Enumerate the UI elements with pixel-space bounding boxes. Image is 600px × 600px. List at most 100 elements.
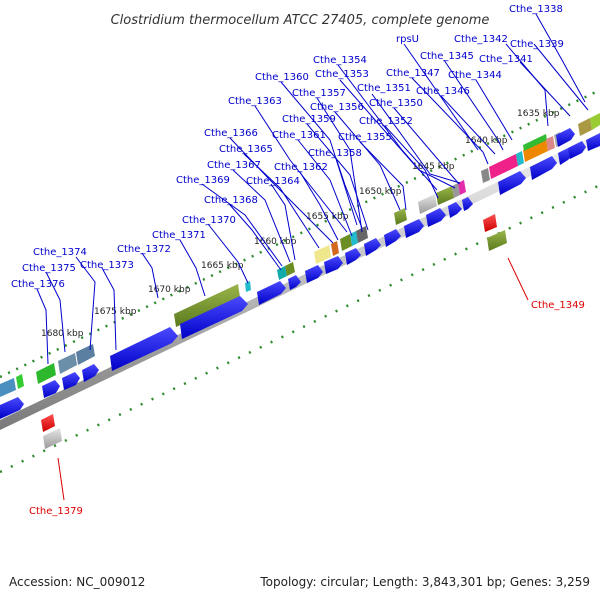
gene-label-cthe-1354[interactable]: Cthe_1354 <box>313 55 367 66</box>
gene-label-cthe-1342[interactable]: Cthe_1342 <box>454 34 508 45</box>
gene-label-cthe-1373[interactable]: Cthe_1373 <box>80 260 134 271</box>
gene-arrow <box>324 256 343 274</box>
red-leaders <box>57 257 529 501</box>
gene-label-cthe-1360[interactable]: Cthe_1360 <box>255 72 309 83</box>
feature-block <box>58 353 77 374</box>
gene-label-cthe-1352[interactable]: Cthe_1352 <box>359 116 413 127</box>
gene-label-cthe-1363[interactable]: Cthe_1363 <box>228 96 282 107</box>
forward-genes <box>0 128 600 419</box>
feature-block <box>436 186 454 205</box>
gene-label-cthe-1346[interactable]: Cthe_1346 <box>416 86 470 97</box>
feature-block <box>590 113 600 130</box>
tick-label: 1670 kbp <box>148 285 191 295</box>
feature-block <box>458 180 466 195</box>
map-title: Clostridium thermocellum ATCC 27405, com… <box>111 13 490 28</box>
tick-label: 1660 kbp <box>254 237 297 247</box>
gene-label-cthe-1359[interactable]: Cthe_1359 <box>282 114 336 125</box>
gene-label-cthe-1341[interactable]: Cthe_1341 <box>479 54 533 65</box>
gene-label-cthe-1345[interactable]: Cthe_1345 <box>420 51 474 62</box>
gene-label-cthe-1361[interactable]: Cthe_1361 <box>272 130 326 141</box>
gene-label-cthe-1372[interactable]: Cthe_1372 <box>117 244 171 255</box>
gene-block <box>43 428 62 449</box>
tick-label: 1655 kbp <box>306 212 349 222</box>
gene-label-cthe-1338[interactable]: Cthe_1338 <box>509 4 563 15</box>
gene-arrow <box>364 238 381 256</box>
gene-label-cthe-1371[interactable]: Cthe_1371 <box>152 230 206 241</box>
feature-block <box>546 136 555 151</box>
highlight-genes <box>41 214 507 449</box>
feature-block <box>452 183 460 198</box>
feature-block <box>418 194 437 214</box>
gene-arrow <box>384 229 401 247</box>
gene-label-cthe-1355[interactable]: Cthe_1355 <box>338 132 392 143</box>
gene-label-cthe-1369[interactable]: Cthe_1369 <box>176 175 230 186</box>
feature-block <box>481 168 490 183</box>
gene-arrow <box>568 141 586 159</box>
tick-label: 1665 kbp <box>201 261 244 271</box>
gene-arrow <box>462 197 473 211</box>
gene-arrow <box>305 265 323 283</box>
gene-label-cthe-1364[interactable]: Cthe_1364 <box>246 176 300 187</box>
gene-arrow <box>586 133 600 151</box>
feature-block <box>578 118 592 136</box>
feature-block <box>489 154 518 179</box>
gene-label-rpsu[interactable]: rpsU <box>396 34 419 45</box>
gene-arrow <box>426 208 446 227</box>
gene-label-cthe-1362[interactable]: Cthe_1362 <box>274 162 328 173</box>
genome-summary-text: Topology: circular; Length: 3,843,301 bp… <box>259 575 590 589</box>
gene-label-cthe-1375[interactable]: Cthe_1375 <box>22 263 76 274</box>
gene-arrow <box>288 275 301 290</box>
accession-text: Accession: NC_009012 <box>9 575 145 589</box>
gene-label-cthe-1368[interactable]: Cthe_1368 <box>204 195 258 206</box>
gene-arrow <box>448 202 462 218</box>
gene-arrow <box>345 248 361 265</box>
gene-label-cthe-1350[interactable]: Cthe_1350 <box>369 98 423 109</box>
gene-label-cthe-1357[interactable]: Cthe_1357 <box>292 88 346 99</box>
gene-labels: Cthe_1338 Cthe_1339 Cthe_1341 Cthe_1342 … <box>11 4 585 517</box>
gene-arrow <box>530 156 557 180</box>
gene-label-cthe-1339[interactable]: Cthe_1339 <box>510 39 564 50</box>
feature-block <box>76 344 95 365</box>
gene-label-cthe-1349[interactable]: Cthe_1349 <box>531 300 585 311</box>
gene-label-cthe-1358[interactable]: Cthe_1358 <box>308 148 362 159</box>
tick-labels: 1635 kbp 1640 kbp 1645 kbp 1650 kbp 1655… <box>41 109 560 339</box>
feature-block <box>16 374 24 389</box>
feature-block <box>394 208 407 225</box>
gene-block <box>487 230 507 251</box>
feature-block <box>340 234 352 251</box>
gene-arrow <box>110 327 178 371</box>
tick-label: 1635 kbp <box>517 109 560 119</box>
gene-label-cthe-1374[interactable]: Cthe_1374 <box>33 247 87 258</box>
feature-block <box>331 241 339 256</box>
gene-arrow <box>556 128 575 147</box>
gene-arrow <box>42 380 60 398</box>
gene-label-cthe-1376[interactable]: Cthe_1376 <box>11 279 65 290</box>
gene-label-cthe-1351[interactable]: Cthe_1351 <box>357 83 411 94</box>
feature-block <box>0 378 16 397</box>
label-leaders <box>36 13 589 365</box>
feature-block <box>356 226 368 243</box>
gene-label-cthe-1347[interactable]: Cthe_1347 <box>386 68 440 79</box>
gene-arrow <box>62 372 80 390</box>
tick-label: 1645 kbp <box>412 162 455 172</box>
gene-arrow <box>0 397 24 419</box>
gene-label-cthe-1365[interactable]: Cthe_1365 <box>219 144 273 155</box>
gene-label-cthe-1367[interactable]: Cthe_1367 <box>207 160 261 171</box>
feature-block <box>245 281 251 292</box>
feature-block <box>36 363 56 384</box>
gene-arrow <box>498 171 526 195</box>
highlight-gene-1379 <box>41 414 55 432</box>
gene-label-cthe-1353[interactable]: Cthe_1353 <box>315 69 369 80</box>
gene-label-cthe-1344[interactable]: Cthe_1344 <box>448 70 502 81</box>
gene-label-cthe-1366[interactable]: Cthe_1366 <box>204 128 258 139</box>
gene-label-cthe-1370[interactable]: Cthe_1370 <box>182 215 236 226</box>
gene-label-cthe-1379[interactable]: Cthe_1379 <box>29 506 83 517</box>
gene-arrow <box>404 219 424 238</box>
tick-label: 1650 kbp <box>359 187 402 197</box>
gene-arrow <box>180 296 248 339</box>
feature-block <box>174 284 240 327</box>
feature-block <box>277 266 287 280</box>
gene-label-cthe-1356[interactable]: Cthe_1356 <box>310 102 364 113</box>
feature-block <box>523 134 547 151</box>
